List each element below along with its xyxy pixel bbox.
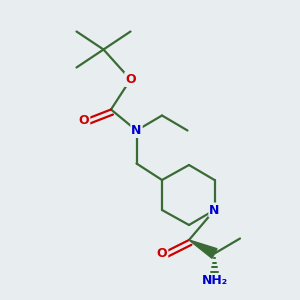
Text: O: O [125, 73, 136, 86]
Text: N: N [131, 124, 142, 137]
Text: O: O [157, 247, 167, 260]
Text: NH₂: NH₂ [201, 274, 228, 287]
Polygon shape [189, 240, 217, 258]
Text: O: O [79, 113, 89, 127]
Text: N: N [209, 203, 220, 217]
